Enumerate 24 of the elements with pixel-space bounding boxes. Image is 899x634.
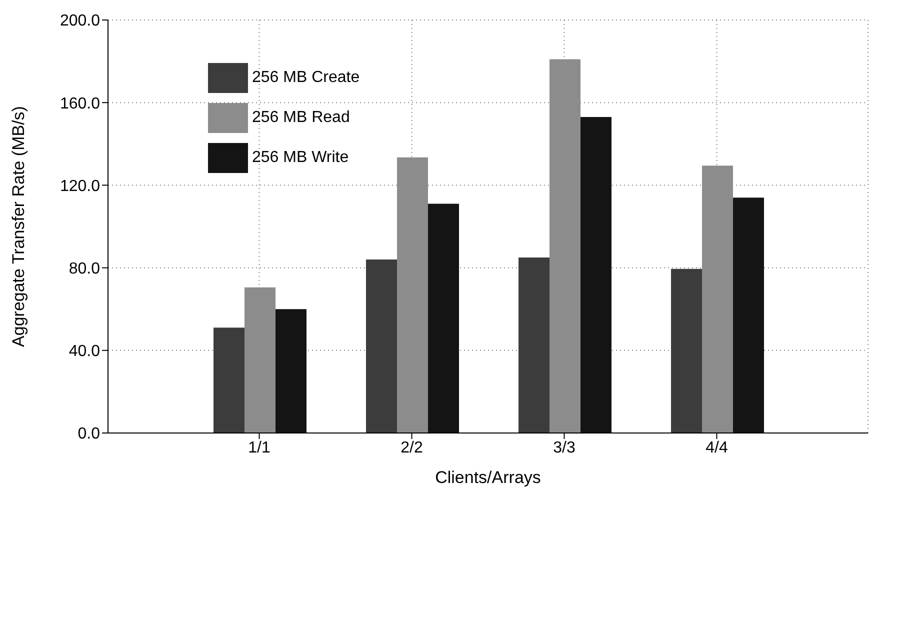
bar bbox=[580, 117, 612, 433]
bar bbox=[214, 328, 244, 433]
bar bbox=[733, 198, 764, 433]
y-tick-label: 0.0 bbox=[78, 426, 100, 443]
y-tick-label: 120.0 bbox=[60, 178, 100, 195]
y-tick-label: 40.0 bbox=[68, 343, 100, 360]
x-tick-label: 4/4 bbox=[706, 439, 728, 456]
bar bbox=[518, 257, 550, 433]
legend-label: 256 MB Write bbox=[252, 149, 349, 166]
bar bbox=[244, 287, 276, 433]
bar bbox=[366, 260, 397, 433]
legend-label: 256 MB Read bbox=[252, 109, 350, 126]
x-tick-label: 3/3 bbox=[553, 439, 576, 456]
x-axis-title: Clients/Arrays bbox=[435, 468, 541, 487]
x-tick-label: 1/1 bbox=[248, 439, 270, 456]
y-axis-title: Aggregate Transfer Rate (MB/s) bbox=[9, 106, 28, 347]
bar bbox=[428, 204, 459, 433]
bar bbox=[671, 268, 702, 433]
x-tick-label: 2/2 bbox=[400, 439, 423, 456]
y-tick-label: 80.0 bbox=[68, 260, 100, 278]
legend-label: 256 MB Create bbox=[252, 69, 360, 86]
y-tick-label: 160.0 bbox=[60, 95, 100, 112]
y-tick-label: 200.0 bbox=[60, 12, 100, 30]
bar bbox=[276, 309, 306, 433]
